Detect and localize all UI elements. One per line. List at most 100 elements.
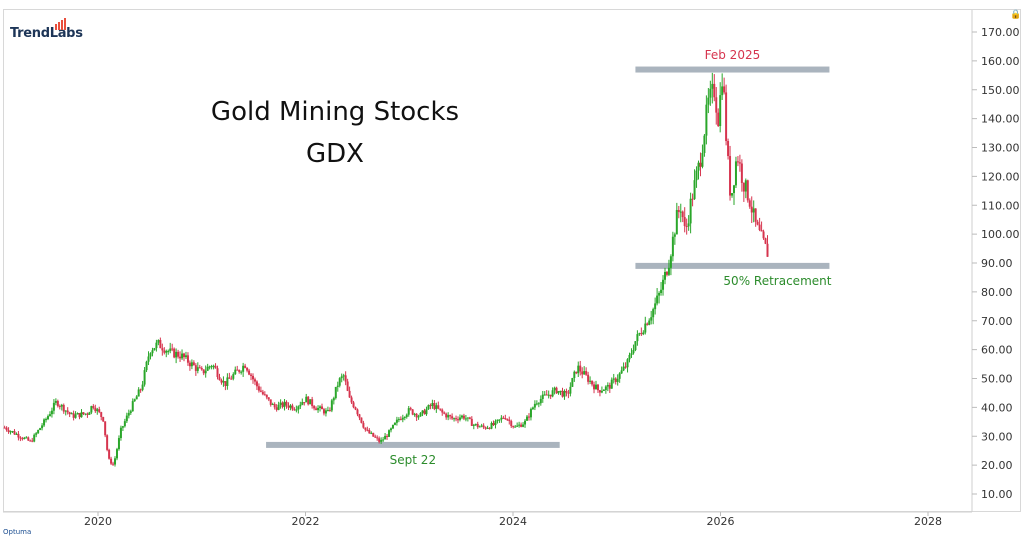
candle-body xyxy=(484,427,487,429)
candle-body xyxy=(671,236,674,257)
candle-body xyxy=(240,371,243,373)
candle-body xyxy=(41,425,44,429)
candle-body xyxy=(64,410,67,412)
candle-body xyxy=(303,402,306,404)
candle-body xyxy=(636,334,639,342)
candle-body xyxy=(324,410,327,414)
y-tick-label: 20.00 xyxy=(981,459,1013,472)
candle-body xyxy=(616,378,619,382)
candle-body xyxy=(222,381,225,383)
candle-body xyxy=(685,226,688,228)
candle-body xyxy=(157,339,160,343)
x-tick-label: 2022 xyxy=(292,515,320,528)
candle-body xyxy=(474,423,477,425)
y-tick-label: 100.00 xyxy=(981,228,1020,241)
candle-body xyxy=(646,323,649,325)
candle-body xyxy=(508,419,511,422)
y-tick-label: 110.00 xyxy=(981,199,1020,212)
candle-body xyxy=(80,412,83,418)
candle-body xyxy=(151,350,154,354)
candle-body xyxy=(354,407,357,410)
y-tick-label: 90.00 xyxy=(981,257,1013,270)
candle-body xyxy=(711,83,714,89)
candle-body xyxy=(764,238,767,244)
candle-body xyxy=(58,406,61,408)
candle-body xyxy=(397,419,400,421)
candle-body xyxy=(395,419,398,423)
candle-body xyxy=(285,401,288,406)
candle-body xyxy=(376,437,379,439)
candle-body xyxy=(411,409,414,415)
candle-body xyxy=(630,353,633,355)
candle-body xyxy=(561,390,564,397)
candle-body xyxy=(330,400,333,411)
y-tick-label: 150.00 xyxy=(981,84,1020,97)
candle-body xyxy=(610,379,613,389)
candle-body xyxy=(356,409,359,415)
candle-body xyxy=(319,406,322,408)
candle-body xyxy=(742,182,745,192)
candle-body xyxy=(458,417,461,420)
candle-body xyxy=(15,433,18,435)
candle-body xyxy=(691,198,694,200)
candle-body xyxy=(441,409,444,413)
candle-body xyxy=(468,417,471,419)
candle-body xyxy=(529,409,532,418)
candle-body xyxy=(549,394,552,397)
lock-icon[interactable]: 🔒 xyxy=(1010,10,1022,20)
candle-body xyxy=(92,406,95,408)
candle-body xyxy=(423,410,426,415)
candle-body xyxy=(250,374,253,376)
candle-body xyxy=(313,406,316,409)
brand-logo: TrendLabs xyxy=(10,18,83,41)
candle-body xyxy=(614,378,617,382)
candle-body xyxy=(457,419,460,421)
candle-body xyxy=(665,271,668,275)
candle-body xyxy=(565,390,568,393)
candle-body xyxy=(5,427,8,431)
candle-body xyxy=(301,402,304,405)
candle-body xyxy=(488,427,491,429)
candle-body xyxy=(362,422,365,428)
candle-body xyxy=(46,416,49,420)
candle-body xyxy=(723,86,726,93)
candle-body xyxy=(437,405,440,409)
candle-body xyxy=(35,433,38,435)
annotation-label: 50% Retracement xyxy=(723,273,832,288)
y-tick-label: 80.00 xyxy=(981,286,1013,299)
candle-body xyxy=(238,370,241,372)
candle-body xyxy=(147,356,150,362)
candle-body xyxy=(104,421,107,436)
candle-body xyxy=(571,378,574,387)
candle-body xyxy=(650,317,653,321)
annotation-label: Feb 2025 xyxy=(704,47,761,62)
candle-body xyxy=(271,404,274,406)
candle-body xyxy=(462,415,465,419)
candle-body xyxy=(709,88,712,98)
logo-bars-icon xyxy=(55,18,66,30)
candle-body xyxy=(311,399,314,407)
x-tick-label: 2024 xyxy=(499,515,527,528)
candle-body xyxy=(190,362,193,367)
candle-body xyxy=(253,379,256,382)
candle-body xyxy=(181,353,184,359)
candle-body xyxy=(524,420,527,425)
candle-body xyxy=(478,426,481,428)
candle-body xyxy=(183,353,186,358)
candle-body xyxy=(78,413,81,418)
candle-body xyxy=(498,419,501,421)
candle-body xyxy=(470,418,473,426)
candle-body xyxy=(593,384,596,390)
candle-body xyxy=(658,292,661,296)
candle-body xyxy=(697,162,700,171)
candle-body xyxy=(100,412,103,418)
candle-body xyxy=(188,362,191,367)
candle-body xyxy=(681,211,684,218)
candle-body xyxy=(68,412,71,415)
candle-body xyxy=(740,163,743,183)
candle-body xyxy=(98,409,101,413)
candle-body xyxy=(48,414,51,417)
candle-body xyxy=(660,289,663,293)
candle-body xyxy=(719,95,722,127)
candle-body xyxy=(667,267,670,275)
